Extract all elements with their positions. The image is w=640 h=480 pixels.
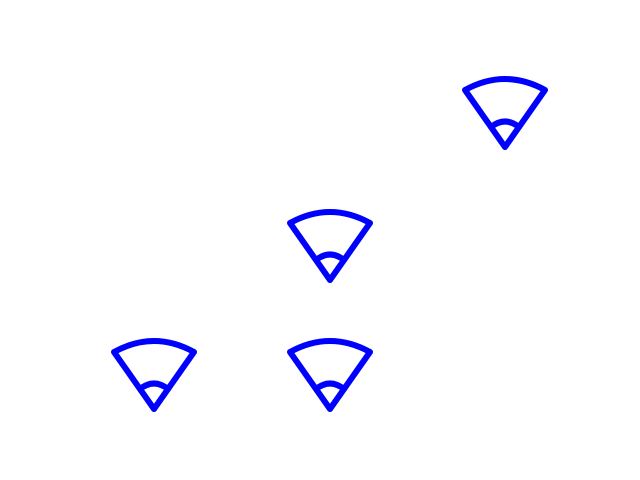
wifi-icon-graphic	[462, 76, 548, 150]
wifi-icon[interactable]	[285, 334, 375, 414]
wifi-icon[interactable]	[460, 72, 550, 152]
wifi-icon[interactable]	[285, 205, 375, 285]
wifi-icon-graphic	[287, 209, 373, 283]
wifi-icon-graphic	[111, 338, 197, 412]
wifi-icon[interactable]	[109, 334, 199, 414]
wifi-icon-graphic	[287, 338, 373, 412]
